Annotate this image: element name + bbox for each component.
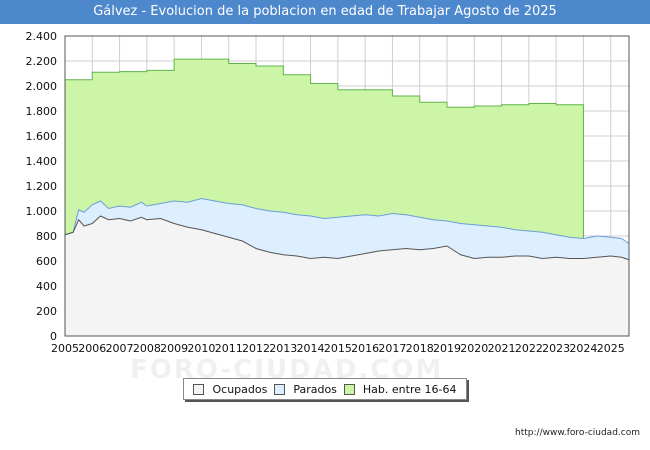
legend-item-habitantes: Hab. entre 16-64: [343, 382, 457, 396]
legend-label-habitantes: Hab. entre 16-64: [362, 382, 457, 396]
series-area-ocupados: [65, 216, 629, 336]
footer-url[interactable]: http://www.foro-ciudad.com: [515, 428, 640, 438]
chart-canvas: 0 200 400 600 800 1.000 1.200 1.400 1.600 1.800 2.…: [26, 30, 630, 355]
x-tick-label: 2021: [488, 342, 516, 355]
y-tick-label: 800: [36, 230, 57, 243]
x-tick-label: 2025: [597, 342, 625, 355]
x-tick-label: 2017: [378, 342, 406, 355]
series-line-parados: [64, 197, 630, 244]
y-tick-label: 0: [50, 330, 57, 343]
line-layer: [64, 58, 630, 261]
y-tick-label: 600: [36, 255, 57, 268]
series-line-ocupados: [64, 215, 630, 261]
x-tick-label: 2022: [515, 342, 543, 355]
y-tick-label: 1.600: [26, 130, 58, 143]
x-tick-label: 2024: [569, 342, 597, 355]
y-tick-label: 2.200: [26, 55, 58, 68]
legend-swatch-habitantes: [343, 383, 355, 395]
x-tick-label: 2009: [160, 342, 188, 355]
y-axis-ticks: 0 200 400 600 800 1.000 1.200 1.400 1.600 1.800 2.…: [26, 30, 58, 343]
y-tick-label: 1.800: [26, 105, 58, 118]
legend-label-ocupados: Ocupados: [212, 382, 268, 396]
legend-swatch-ocupados: [193, 383, 205, 395]
y-tick-label: 2.400: [26, 30, 58, 43]
series-line-habitantes: [65, 58, 584, 239]
y-tick-label: 1.200: [26, 180, 58, 193]
x-tick-label: 2010: [187, 342, 215, 355]
x-tick-label: 2005: [51, 342, 79, 355]
legend-item-ocupados: Ocupados: [193, 383, 267, 396]
x-tick-label: 2018: [406, 342, 434, 355]
x-tick-label: 2020: [460, 342, 488, 355]
y-tick-label: 2.000: [26, 80, 58, 93]
area-layer: [65, 59, 629, 336]
x-tick-label: 2019: [433, 342, 461, 355]
plot-border: [64, 35, 630, 337]
x-tick-label: 2023: [542, 342, 570, 355]
x-tick-label: 2006: [78, 342, 106, 355]
x-tick-label: 2011: [215, 342, 243, 355]
legend-label-parados: Parados: [293, 382, 337, 396]
x-axis-ticks: 2005 2006 2007 2008 2009 2010 2011 2012 2013 2014…: [51, 342, 625, 355]
x-tick-label: 2014: [297, 342, 325, 355]
x-tick-label: 2007: [106, 342, 134, 355]
y-tick-label: 1.000: [26, 205, 58, 218]
legend-item-parados: Parados: [274, 383, 337, 396]
legend-swatch-parados: [274, 383, 286, 395]
chart-title: Gálvez - Evolucion de la poblacion en ed…: [0, 0, 650, 24]
y-tick-label: 200: [36, 305, 57, 318]
x-tick-label: 2012: [242, 342, 270, 355]
x-tick-label: 2015: [324, 342, 352, 355]
x-tick-label: 2013: [269, 342, 297, 355]
y-tick-label: 400: [36, 280, 57, 293]
x-tick-label: 2016: [351, 342, 379, 355]
legend: Ocupados Parados Hab. entre 16-64: [183, 378, 467, 400]
x-tick-label: 2008: [133, 342, 161, 355]
y-tick-label: 1.400: [26, 155, 58, 168]
